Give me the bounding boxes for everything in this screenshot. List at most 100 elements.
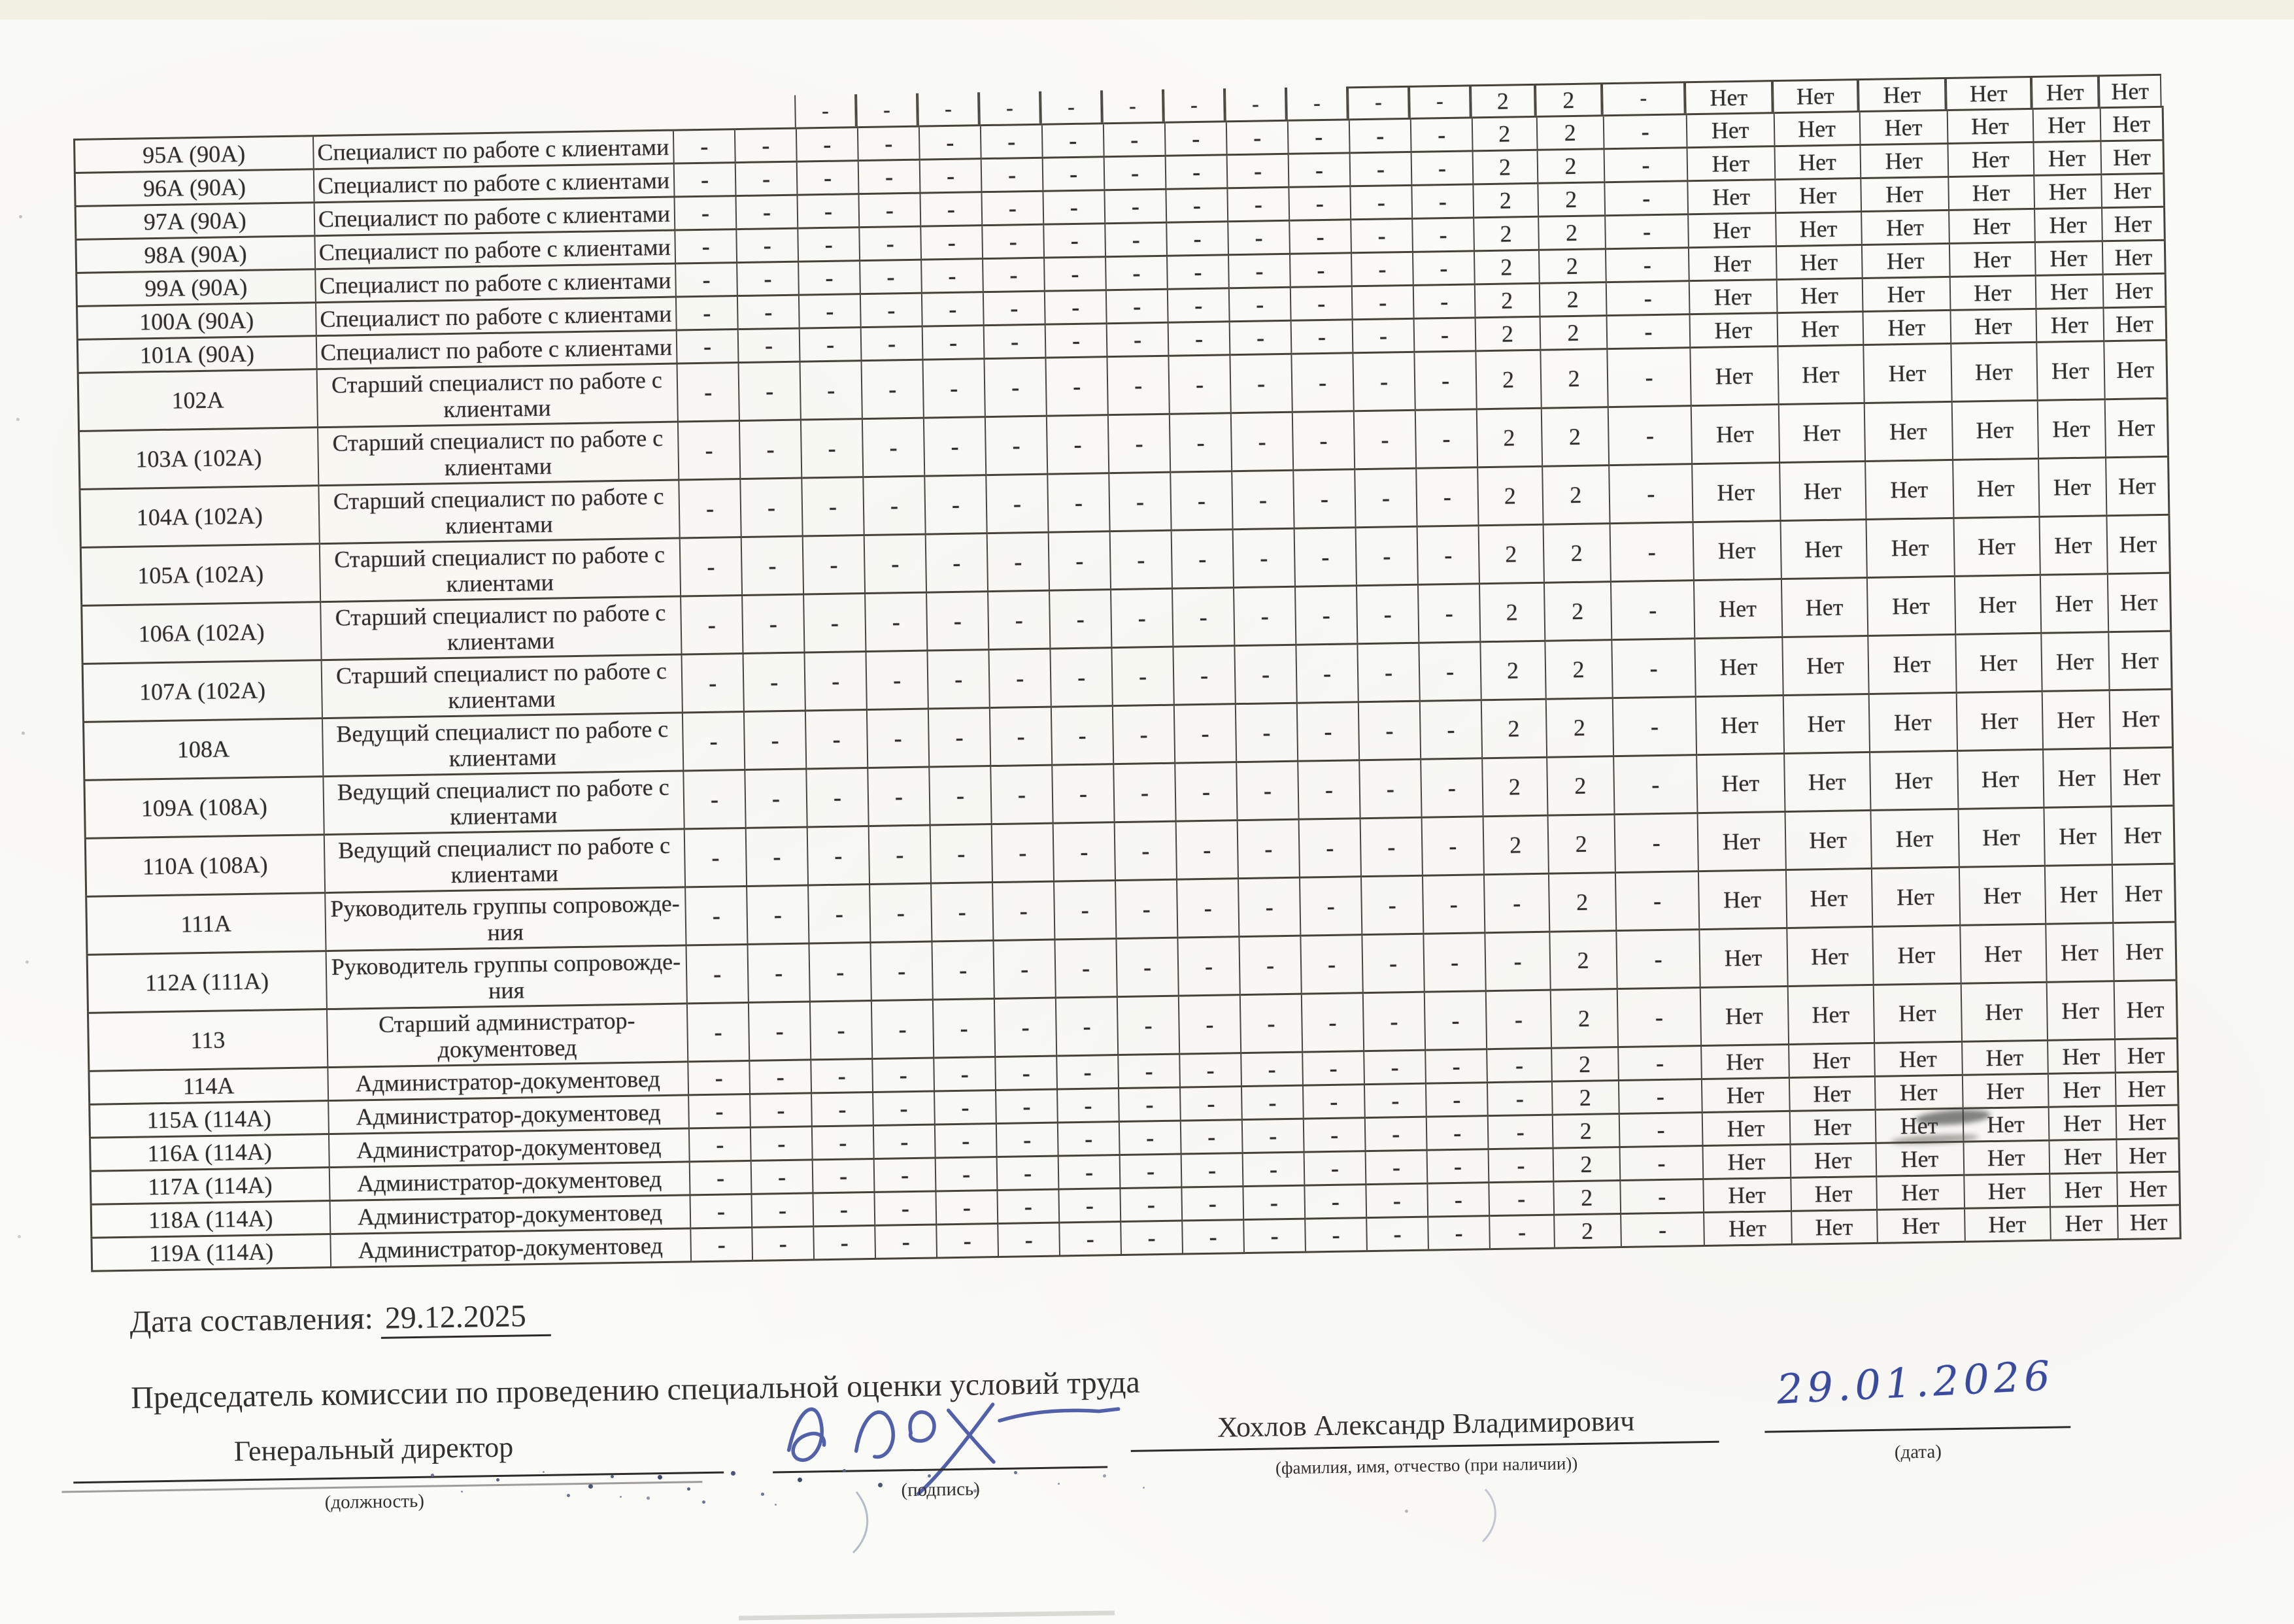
cell-factor-class: - <box>1181 1186 1243 1221</box>
cell-factor-class: - <box>688 1127 751 1162</box>
cell-factor-class: - <box>1419 700 1482 760</box>
sout-summary-table: 95А (90А) Специалист по работе с клиентам… <box>73 105 2182 1272</box>
cell-factor-class: - <box>1352 352 1415 411</box>
cell-job-title: Специалист по работе с клиентами <box>315 297 677 336</box>
cell-final-class: 2 <box>1547 814 1615 874</box>
cell-factor-class: - <box>919 125 981 160</box>
cell-factor-class: - <box>1165 188 1228 223</box>
cell-final-class-siz: - <box>1605 247 1689 282</box>
cell-factor-class: - <box>673 129 735 164</box>
cell-factor-class: - <box>803 593 866 653</box>
cell-factor-class: - <box>864 592 927 652</box>
cell-factor-class: - <box>1168 321 1230 356</box>
cell-factor-class: - <box>1179 1086 1242 1121</box>
cell-factor-class: - <box>1119 1187 1182 1222</box>
cell-guarantee: Нет <box>2035 274 2103 309</box>
cell-final-class: 2 <box>1541 407 1609 467</box>
cell-factor-class: - <box>1415 409 1477 469</box>
cell-factor-class: - <box>988 649 1051 708</box>
cell-factor-class: - <box>1349 152 1411 186</box>
cell-factor-class: - <box>1425 1049 1487 1084</box>
cell-factor-class: - <box>985 416 1047 475</box>
cell-factor-class: - <box>1288 152 1350 188</box>
cell-final-class: 2 <box>1551 1080 1619 1115</box>
cell-factor-class: - <box>1057 1121 1120 1157</box>
cell-factor-class: - <box>874 1224 937 1259</box>
cell-factor-class: - <box>1360 817 1423 877</box>
cell-factor-class: - <box>1046 414 1109 475</box>
job-title-line: Администратор-документовед <box>357 1198 663 1230</box>
cell-guarantee: Нет <box>1864 460 1953 520</box>
cell-guarantee: Нет <box>1948 209 2035 244</box>
cell-factor-class: - <box>997 1223 1060 1257</box>
cell-guarantee: Нет <box>2038 457 2106 517</box>
cell-factor-class: - <box>798 260 860 296</box>
cell-final-class: 2 <box>1537 182 1605 217</box>
cell-guarantee: Нет <box>1693 579 1782 639</box>
cell-factor-class: - <box>675 296 738 331</box>
cell-factor-class: - <box>1105 289 1168 324</box>
cell-guarantee: Нет <box>1959 924 2047 984</box>
cell-workplace-number: 116А (114А) <box>90 1134 329 1172</box>
cell-factor-class: - <box>1240 1052 1303 1087</box>
cell-factor-class: - <box>1365 1150 1427 1185</box>
cell-guarantee: Нет <box>1703 1211 1792 1246</box>
cell-final-class: 2 <box>1543 523 1611 583</box>
cell-factor-class: - <box>1294 527 1357 587</box>
cell-factor-class: - <box>996 1123 1058 1157</box>
cell-factor-class: - <box>1412 250 1475 286</box>
cell-guarantee: Нет <box>2036 341 2105 401</box>
cell-factor-class: - <box>1229 320 1291 355</box>
cell-factor-class: - <box>1289 219 1351 254</box>
cell-workplace-number: 111А <box>86 892 326 955</box>
cell-factor-class: - <box>809 1000 872 1060</box>
cell-guarantee: Нет <box>2112 922 2177 981</box>
cell-factor-class: - <box>1106 356 1170 415</box>
cell-factor-class: - <box>751 1226 814 1261</box>
cell-guarantee: Нет <box>1961 982 2048 1042</box>
cell-factor-class: - <box>687 1060 750 1095</box>
cell-factor-class: - <box>1365 1183 1428 1218</box>
cell-factor-class: - <box>739 478 803 537</box>
cell-factor-class: - <box>1043 256 1106 292</box>
cell-factor-class: - <box>869 883 932 943</box>
cell-job-title: Специалист по работе с клиентами <box>313 163 675 203</box>
cell-factor-class: - <box>1485 990 1551 1049</box>
cell-guarantee: Нет <box>1698 928 1788 988</box>
cell-guarantee: Нет <box>1697 811 1786 871</box>
cell-factor-class: - <box>741 594 804 654</box>
cell-factor-class: - <box>1413 317 1476 352</box>
cell-factor-class: - <box>1056 1088 1119 1123</box>
cell-job-title: Старший специалист по работе с клиентами <box>317 422 679 486</box>
cell-factor-class: - <box>1168 354 1231 414</box>
cell-factor-class: - <box>1352 318 1414 353</box>
cell-factor-class: - <box>1424 990 1487 1051</box>
cell-final-class: 2 <box>1553 1213 1621 1249</box>
cell-factor-class: - <box>749 1092 812 1128</box>
cell-guarantee: Нет <box>1776 278 1863 313</box>
cell-factor-class: - <box>926 591 988 651</box>
cell-job-title: Администратор-документовед <box>328 1094 689 1134</box>
cell-factor-class: - <box>1051 705 1113 766</box>
date-underline <box>1764 1426 2071 1433</box>
cell-guarantee: Нет <box>1952 458 2039 518</box>
cell-factor-class: - <box>1484 932 1551 991</box>
cell-workplace-number: 97А (90А) <box>75 202 314 240</box>
cell-factor-class: - <box>811 1092 873 1126</box>
cell-guarantee: Нет <box>1864 401 1953 462</box>
cell-factor-class: - <box>930 824 992 884</box>
cell-factor-class: - <box>674 229 737 264</box>
cell-factor-class: - <box>990 765 1053 824</box>
cell-factor-class: - <box>923 416 986 477</box>
cell-guarantee: Нет <box>1783 694 1870 754</box>
cell-guarantee: Нет <box>1785 868 1872 928</box>
cell-workplace-number: 105А (102А) <box>80 543 320 606</box>
cell-guarantee: Нет <box>2116 1172 2180 1206</box>
cell-guarantee: Нет <box>1957 807 2045 868</box>
cell-guarantee: Нет <box>1790 1176 1877 1211</box>
job-title-line: клиентами <box>450 860 559 888</box>
cell-factor-class: 2 <box>1475 350 1542 409</box>
scan-edge-strip <box>0 0 2294 20</box>
cell-factor-class: 2 <box>1472 116 1538 151</box>
cell-factor-class: - <box>1167 288 1230 323</box>
